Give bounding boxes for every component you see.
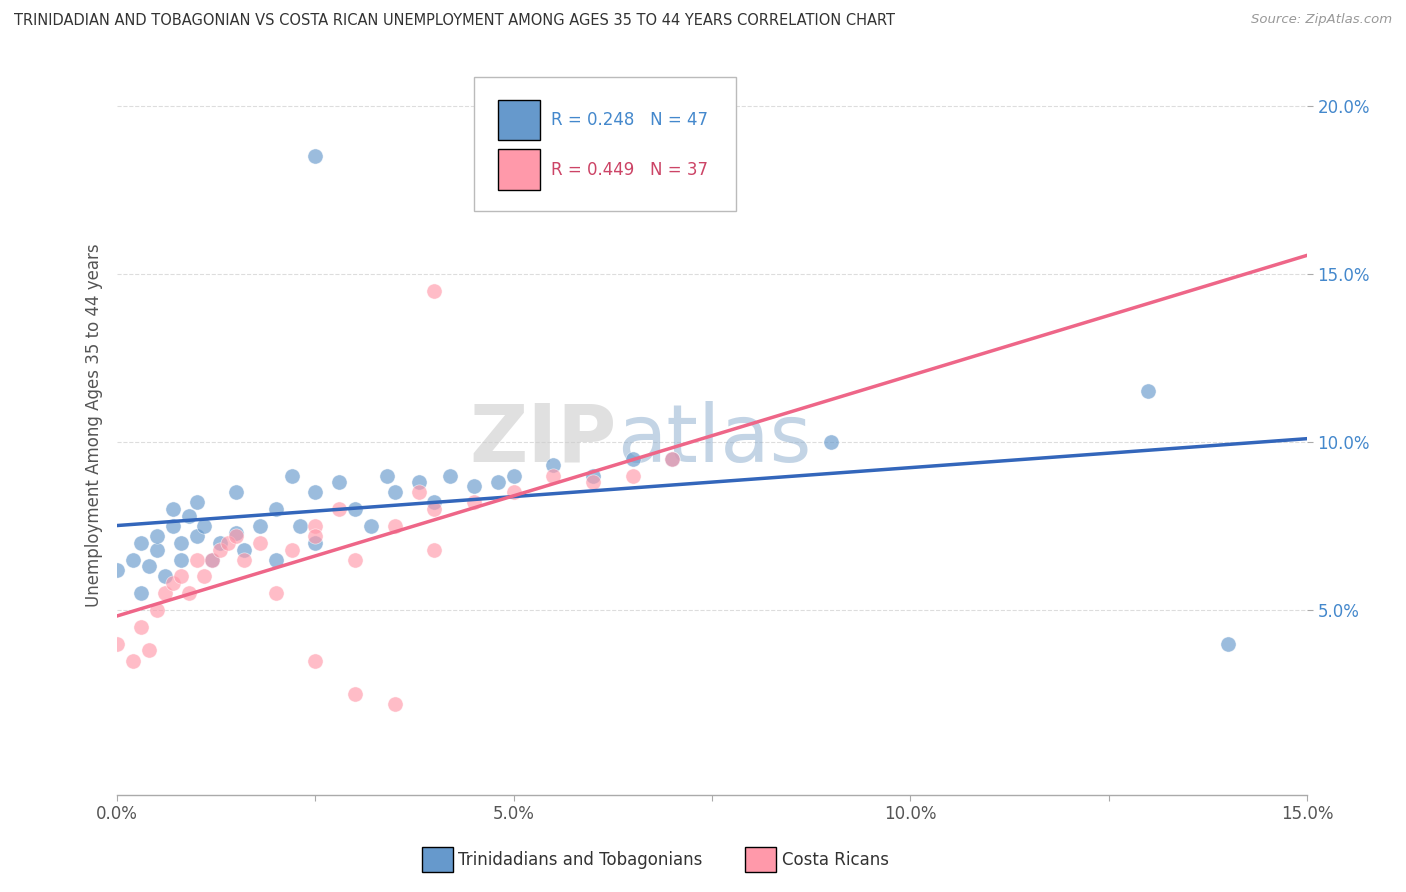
Point <box>543 468 565 483</box>
Point <box>129 536 152 550</box>
Point <box>423 284 446 298</box>
Point <box>193 519 215 533</box>
Point <box>304 654 326 668</box>
Text: TRINIDADIAN AND TOBAGONIAN VS COSTA RICAN UNEMPLOYMENT AMONG AGES 35 TO 44 YEARS: TRINIDADIAN AND TOBAGONIAN VS COSTA RICA… <box>14 13 896 29</box>
Point <box>233 542 256 557</box>
Point <box>820 434 842 449</box>
Point <box>621 451 644 466</box>
Point <box>408 485 430 500</box>
FancyBboxPatch shape <box>474 78 735 211</box>
Point <box>169 569 191 583</box>
Point <box>264 502 287 516</box>
Point <box>249 519 271 533</box>
Point <box>375 468 398 483</box>
FancyBboxPatch shape <box>498 149 540 190</box>
Point <box>486 475 509 490</box>
Point <box>384 519 406 533</box>
Point <box>582 468 605 483</box>
Point <box>384 698 406 712</box>
Text: atlas: atlas <box>617 401 811 479</box>
Point <box>105 637 128 651</box>
Point <box>146 542 169 557</box>
Point <box>408 475 430 490</box>
Point <box>344 687 367 701</box>
Point <box>423 495 446 509</box>
Point <box>328 475 350 490</box>
Point <box>153 569 176 583</box>
Point <box>502 468 524 483</box>
Point <box>225 525 247 540</box>
Text: Trinidadians and Tobagonians: Trinidadians and Tobagonians <box>458 851 703 869</box>
Point <box>582 475 605 490</box>
Point <box>233 552 256 566</box>
Point <box>209 536 232 550</box>
Point <box>423 502 446 516</box>
Point <box>280 468 302 483</box>
Point <box>169 536 191 550</box>
Point <box>201 552 224 566</box>
Point <box>1216 637 1239 651</box>
Point <box>264 552 287 566</box>
Point <box>384 485 406 500</box>
Point <box>138 559 160 574</box>
Point <box>249 536 271 550</box>
FancyBboxPatch shape <box>498 100 540 140</box>
Point <box>162 576 184 591</box>
Point <box>186 529 208 543</box>
Point <box>209 542 232 557</box>
Point <box>177 508 200 523</box>
Point <box>439 468 461 483</box>
Point <box>344 502 367 516</box>
Point <box>304 536 326 550</box>
Point <box>1137 384 1160 399</box>
Point <box>162 502 184 516</box>
Point <box>122 654 145 668</box>
Point <box>661 451 683 466</box>
Point <box>463 478 485 492</box>
Point <box>264 586 287 600</box>
Point <box>201 552 224 566</box>
Point <box>543 458 565 473</box>
Point <box>225 485 247 500</box>
Text: Costa Ricans: Costa Ricans <box>782 851 889 869</box>
Point <box>122 552 145 566</box>
Point <box>304 529 326 543</box>
Point <box>280 542 302 557</box>
Point <box>138 643 160 657</box>
Point <box>360 519 382 533</box>
Text: R = 0.248   N = 47: R = 0.248 N = 47 <box>551 112 709 129</box>
Point <box>162 519 184 533</box>
Point <box>169 552 191 566</box>
Point <box>177 586 200 600</box>
Point <box>304 485 326 500</box>
Point <box>129 620 152 634</box>
Point <box>304 519 326 533</box>
Point <box>225 529 247 543</box>
Text: R = 0.449   N = 37: R = 0.449 N = 37 <box>551 161 709 178</box>
Point <box>328 502 350 516</box>
Point <box>105 563 128 577</box>
Point <box>423 542 446 557</box>
Text: Source: ZipAtlas.com: Source: ZipAtlas.com <box>1251 13 1392 27</box>
Point <box>661 451 683 466</box>
Point <box>146 603 169 617</box>
Point <box>217 536 239 550</box>
Point <box>146 529 169 543</box>
Point <box>304 149 326 163</box>
Point <box>344 552 367 566</box>
Point <box>153 586 176 600</box>
Point <box>193 569 215 583</box>
Point <box>621 468 644 483</box>
Point <box>463 495 485 509</box>
Text: ZIP: ZIP <box>470 401 617 479</box>
Point <box>186 495 208 509</box>
Point <box>502 485 524 500</box>
Point <box>288 519 311 533</box>
Point <box>129 586 152 600</box>
Point <box>186 552 208 566</box>
Y-axis label: Unemployment Among Ages 35 to 44 years: Unemployment Among Ages 35 to 44 years <box>86 244 103 607</box>
